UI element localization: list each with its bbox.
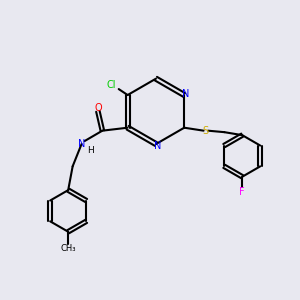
Text: N: N: [78, 139, 85, 149]
Text: H: H: [87, 146, 94, 154]
Text: O: O: [94, 103, 102, 113]
Text: Cl: Cl: [106, 80, 116, 90]
Text: S: S: [202, 126, 208, 136]
Text: N: N: [182, 88, 189, 98]
Text: CH₃: CH₃: [60, 244, 76, 253]
Text: N: N: [154, 140, 161, 151]
Text: F: F: [239, 187, 245, 196]
